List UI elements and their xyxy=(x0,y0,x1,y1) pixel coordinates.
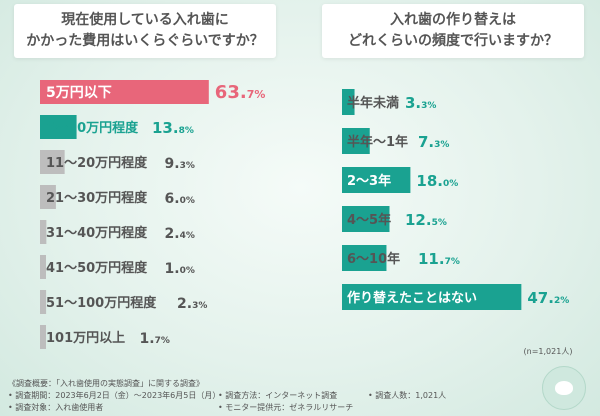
frequency-value-2: 18.0% xyxy=(416,172,458,190)
cost-bar-3 xyxy=(40,185,56,209)
frequency-bar-3 xyxy=(342,206,390,232)
cost-label-2: 11〜20万円程度 xyxy=(46,155,148,171)
cost-label-4: 31〜40万円程度 xyxy=(46,225,148,241)
frequency-label-5: 作り替えたことはない xyxy=(347,290,477,306)
footer-count: • 調査人数：1,021人 xyxy=(368,391,447,400)
question-frequency-line-2: どれくらいの頻度で行いますか？ xyxy=(348,33,558,49)
frequency-bar-4 xyxy=(342,245,387,271)
frequency-label-1: 半年〜1年 xyxy=(347,134,408,150)
cost-value-4: 2.4% xyxy=(165,226,195,242)
frequency-label-2: 2〜3年 xyxy=(347,173,391,189)
cost-label-1: 6〜10万円程度 xyxy=(46,120,139,136)
survey-footer: 《調査概要：「入れ歯使用の実態調査」に関する調査》 • 調査期間：2023年6月… xyxy=(0,378,600,416)
frequency-label-0: 半年未満 xyxy=(347,95,399,111)
frequency-bar-0 xyxy=(342,89,355,115)
question-cost-box: 現在使用している入れ歯に かかった費用はいくらぐらいですか？ xyxy=(14,4,276,58)
frequency-bar-5 xyxy=(342,284,522,310)
cost-bar-0 xyxy=(40,80,209,104)
cost-value-5: 1.0% xyxy=(165,261,195,277)
cost-value-7: 1.7% xyxy=(140,331,170,347)
cost-bar-1 xyxy=(40,115,77,139)
cost-value-1: 13.8% xyxy=(152,119,194,137)
frequency-value-4: 11.7% xyxy=(418,250,460,268)
question-cost-line-1: 現在使用している入れ歯に xyxy=(61,12,229,28)
frequency-label-4: 6〜10年 xyxy=(347,251,400,267)
question-frequency-line-1: 入れ歯の作り替えは xyxy=(390,12,516,28)
footer-provider: • モニター提供元：ゼネラルリサーチ xyxy=(218,403,354,412)
brand-logo xyxy=(542,366,586,410)
bear-icon xyxy=(555,381,573,395)
cost-bar-2 xyxy=(40,150,65,174)
question-cost-line-2: かかった費用はいくらぐらいですか？ xyxy=(26,33,264,49)
cost-label-5: 41〜50万円程度 xyxy=(46,260,148,276)
cost-value-6: 2.3% xyxy=(177,296,207,312)
cost-bar-6 xyxy=(40,290,47,314)
footer-target: • 調査対象：入れ歯使用者 xyxy=(8,403,104,412)
sample-size-note: (n=1,021人) xyxy=(524,347,573,356)
frequency-bar-1 xyxy=(342,128,370,154)
cost-bar-7 xyxy=(40,325,46,349)
frequency-label-3: 4〜5年 xyxy=(347,212,391,228)
cost-value-3: 6.0% xyxy=(165,191,195,207)
cost-label-0: 5万円以下 xyxy=(46,85,112,101)
frequency-value-3: 12.5% xyxy=(405,211,447,229)
frequency-value-1: 7.3% xyxy=(418,133,449,151)
cost-value-0: 63.7% xyxy=(215,82,266,103)
cost-bar-5 xyxy=(40,255,46,279)
frequency-bar-2 xyxy=(342,167,411,193)
footer-period: • 調査期間：2023年6月2日（金）〜2023年6月5日（月） xyxy=(8,391,221,400)
footer-method: • 調査方法：インターネット調査 xyxy=(218,391,338,400)
frequency-value-0: 3.3% xyxy=(405,94,436,112)
frequency-value-5: 47.2% xyxy=(527,289,569,307)
cost-label-7: 101万円以上 xyxy=(46,331,125,346)
cost-value-2: 9.3% xyxy=(165,156,195,172)
cost-label-3: 21〜30万円程度 xyxy=(46,190,148,206)
footer-overview: 《調査概要：「入れ歯使用の実態調査」に関する調査》 xyxy=(8,379,204,388)
question-frequency-box: 入れ歯の作り替えは どれくらいの頻度で行いますか？ xyxy=(322,4,584,58)
cost-label-6: 51〜100万円程度 xyxy=(46,295,157,311)
cost-bar-4 xyxy=(40,220,47,244)
